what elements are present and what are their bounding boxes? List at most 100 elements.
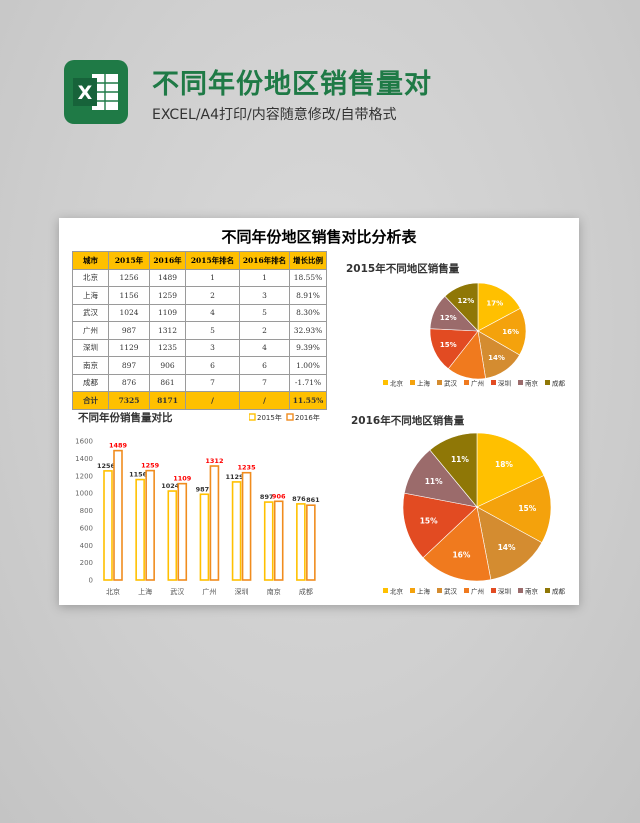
column-header: 2016年排名 — [239, 251, 290, 270]
table-cell: 成都 — [72, 373, 109, 392]
bar-2016 — [209, 465, 220, 581]
legend-swatch — [491, 588, 496, 593]
total-cell: 7325 — [108, 391, 150, 410]
pie-slice — [422, 506, 492, 582]
legend-label: 武汉 — [444, 379, 458, 388]
bar-data-label: 1109 — [173, 475, 192, 483]
legend-label: 上海 — [417, 379, 431, 388]
table-cell: 北京 — [72, 268, 109, 287]
pie-slice-label: 11% — [451, 455, 469, 464]
pie-slice — [476, 475, 552, 544]
table-cell: 3 — [239, 286, 290, 305]
column-header: 2015年 — [108, 251, 150, 270]
bar-2015 — [263, 501, 274, 581]
y-tick-label: 400 — [80, 542, 93, 550]
total-cell: 合计 — [72, 391, 109, 410]
pie-slice — [429, 432, 478, 508]
bar-data-label: 1312 — [205, 457, 223, 465]
legend-label: 2015年 — [257, 413, 282, 422]
bar-chart: 0 200 400 600 800 1000 1200 1400 1600 1256 1489 北京 1… — [75, 438, 320, 597]
table-row: 广州 987 1312 5 2 32.93% — [72, 321, 327, 340]
y-tick-label: 1200 — [75, 472, 93, 480]
table-row: 北京 1256 1489 1 1 18.55% — [72, 268, 327, 287]
bar-2016 — [306, 504, 316, 581]
table-cell: 8.91% — [289, 286, 327, 305]
legend-label: 南京 — [525, 587, 539, 596]
y-tick-label: 0 — [89, 577, 93, 585]
table-cell: 深圳 — [72, 338, 109, 357]
pie-slice — [476, 506, 543, 581]
pie-2015-legend: 北京 上海 武汉 广州 深圳 南京 成都 — [383, 379, 566, 388]
bar-2016 — [241, 471, 252, 581]
legend-swatch — [437, 380, 442, 385]
pie-slice-label: 11% — [425, 477, 443, 486]
sheet-title: 不同年份地区销售对比分析表 — [221, 228, 417, 246]
table-cell: 上海 — [72, 286, 109, 305]
legend-swatch — [410, 380, 415, 385]
table-cell: 4 — [185, 303, 240, 322]
bar-data-label: 876 — [292, 495, 306, 503]
table-row: 武汉 1024 1109 4 5 8.30% — [72, 303, 327, 322]
legend-swatch — [545, 588, 550, 593]
bar-2016 — [113, 449, 123, 581]
table-cell: 1235 — [149, 338, 186, 357]
table-cell: 18.55% — [289, 268, 327, 287]
table-cell: 1489 — [149, 268, 186, 287]
pie-slice-label: 15% — [420, 517, 438, 526]
legend-label: 北京 — [390, 587, 404, 596]
table-cell: 4 — [239, 338, 290, 357]
legend-swatch — [249, 413, 256, 421]
table-cell: 1156 — [108, 286, 150, 305]
column-header: 2015年排名 — [185, 251, 240, 270]
legend-label: 广州 — [471, 587, 484, 596]
pie-2016-legend: 北京 上海 武汉 广州 深圳 南京 成都 — [383, 587, 566, 596]
bar-2015 — [199, 493, 210, 581]
bar-chart-legend: 2015年 2016年 — [249, 413, 320, 422]
pie-slice-label: 15% — [518, 504, 536, 513]
table-cell: 武汉 — [72, 303, 109, 322]
legend-label: 成都 — [552, 379, 566, 388]
bar-data-label: 1256 — [97, 462, 116, 470]
excel-logo-icon: X — [64, 60, 128, 124]
bar-data-label: 1259 — [141, 462, 160, 470]
table-cell: 987 — [108, 321, 150, 340]
pie-slice-label: 18% — [495, 460, 513, 469]
bar-2015 — [231, 481, 242, 581]
bar-data-label: 1024 — [161, 482, 180, 490]
y-tick-label: 1600 — [75, 438, 93, 446]
table-cell: 8.30% — [289, 303, 327, 322]
pie-slice — [402, 492, 478, 559]
pie-slice-label: 16% — [502, 328, 519, 336]
table-row: 上海 1156 1259 2 3 8.91% — [72, 286, 327, 305]
table-cell: 2 — [185, 286, 240, 305]
legend-swatch — [491, 380, 496, 385]
pie-chart-2016: 18% 15% 14% 16% 15% 11% 11% — [402, 432, 552, 582]
legend-label: 广州 — [471, 379, 484, 388]
table-cell: 906 — [149, 356, 186, 375]
legend-label: 成都 — [552, 587, 566, 596]
table-cell: 1259 — [149, 286, 186, 305]
table-cell: -1.71% — [289, 373, 327, 392]
pie-slice — [477, 282, 521, 332]
legend-swatch — [410, 588, 415, 593]
bar-data-label: 987 — [196, 485, 210, 493]
legend-swatch — [545, 380, 550, 385]
bar-2015 — [103, 470, 113, 581]
column-header: 增长比例 — [289, 251, 327, 270]
legend-label: 深圳 — [498, 379, 511, 388]
table-cell: 1024 — [108, 303, 150, 322]
bar-2016 — [177, 482, 188, 581]
bar-data-label: 897 — [260, 493, 274, 501]
legend-label: 武汉 — [444, 587, 458, 596]
pie-slice-label: 14% — [498, 543, 516, 552]
legend-swatch — [518, 380, 523, 385]
x-tick-label: 上海 — [138, 587, 152, 596]
table-row: 南京 897 906 6 6 1.00% — [72, 356, 327, 375]
total-cell: 11.55% — [289, 391, 327, 410]
legend-swatch — [464, 588, 469, 593]
bar-data-label: 1235 — [238, 464, 257, 472]
table-cell: 1109 — [149, 303, 186, 322]
bar-2016 — [145, 469, 155, 581]
bar-data-label: 906 — [272, 492, 286, 500]
table-cell: 876 — [108, 373, 150, 392]
